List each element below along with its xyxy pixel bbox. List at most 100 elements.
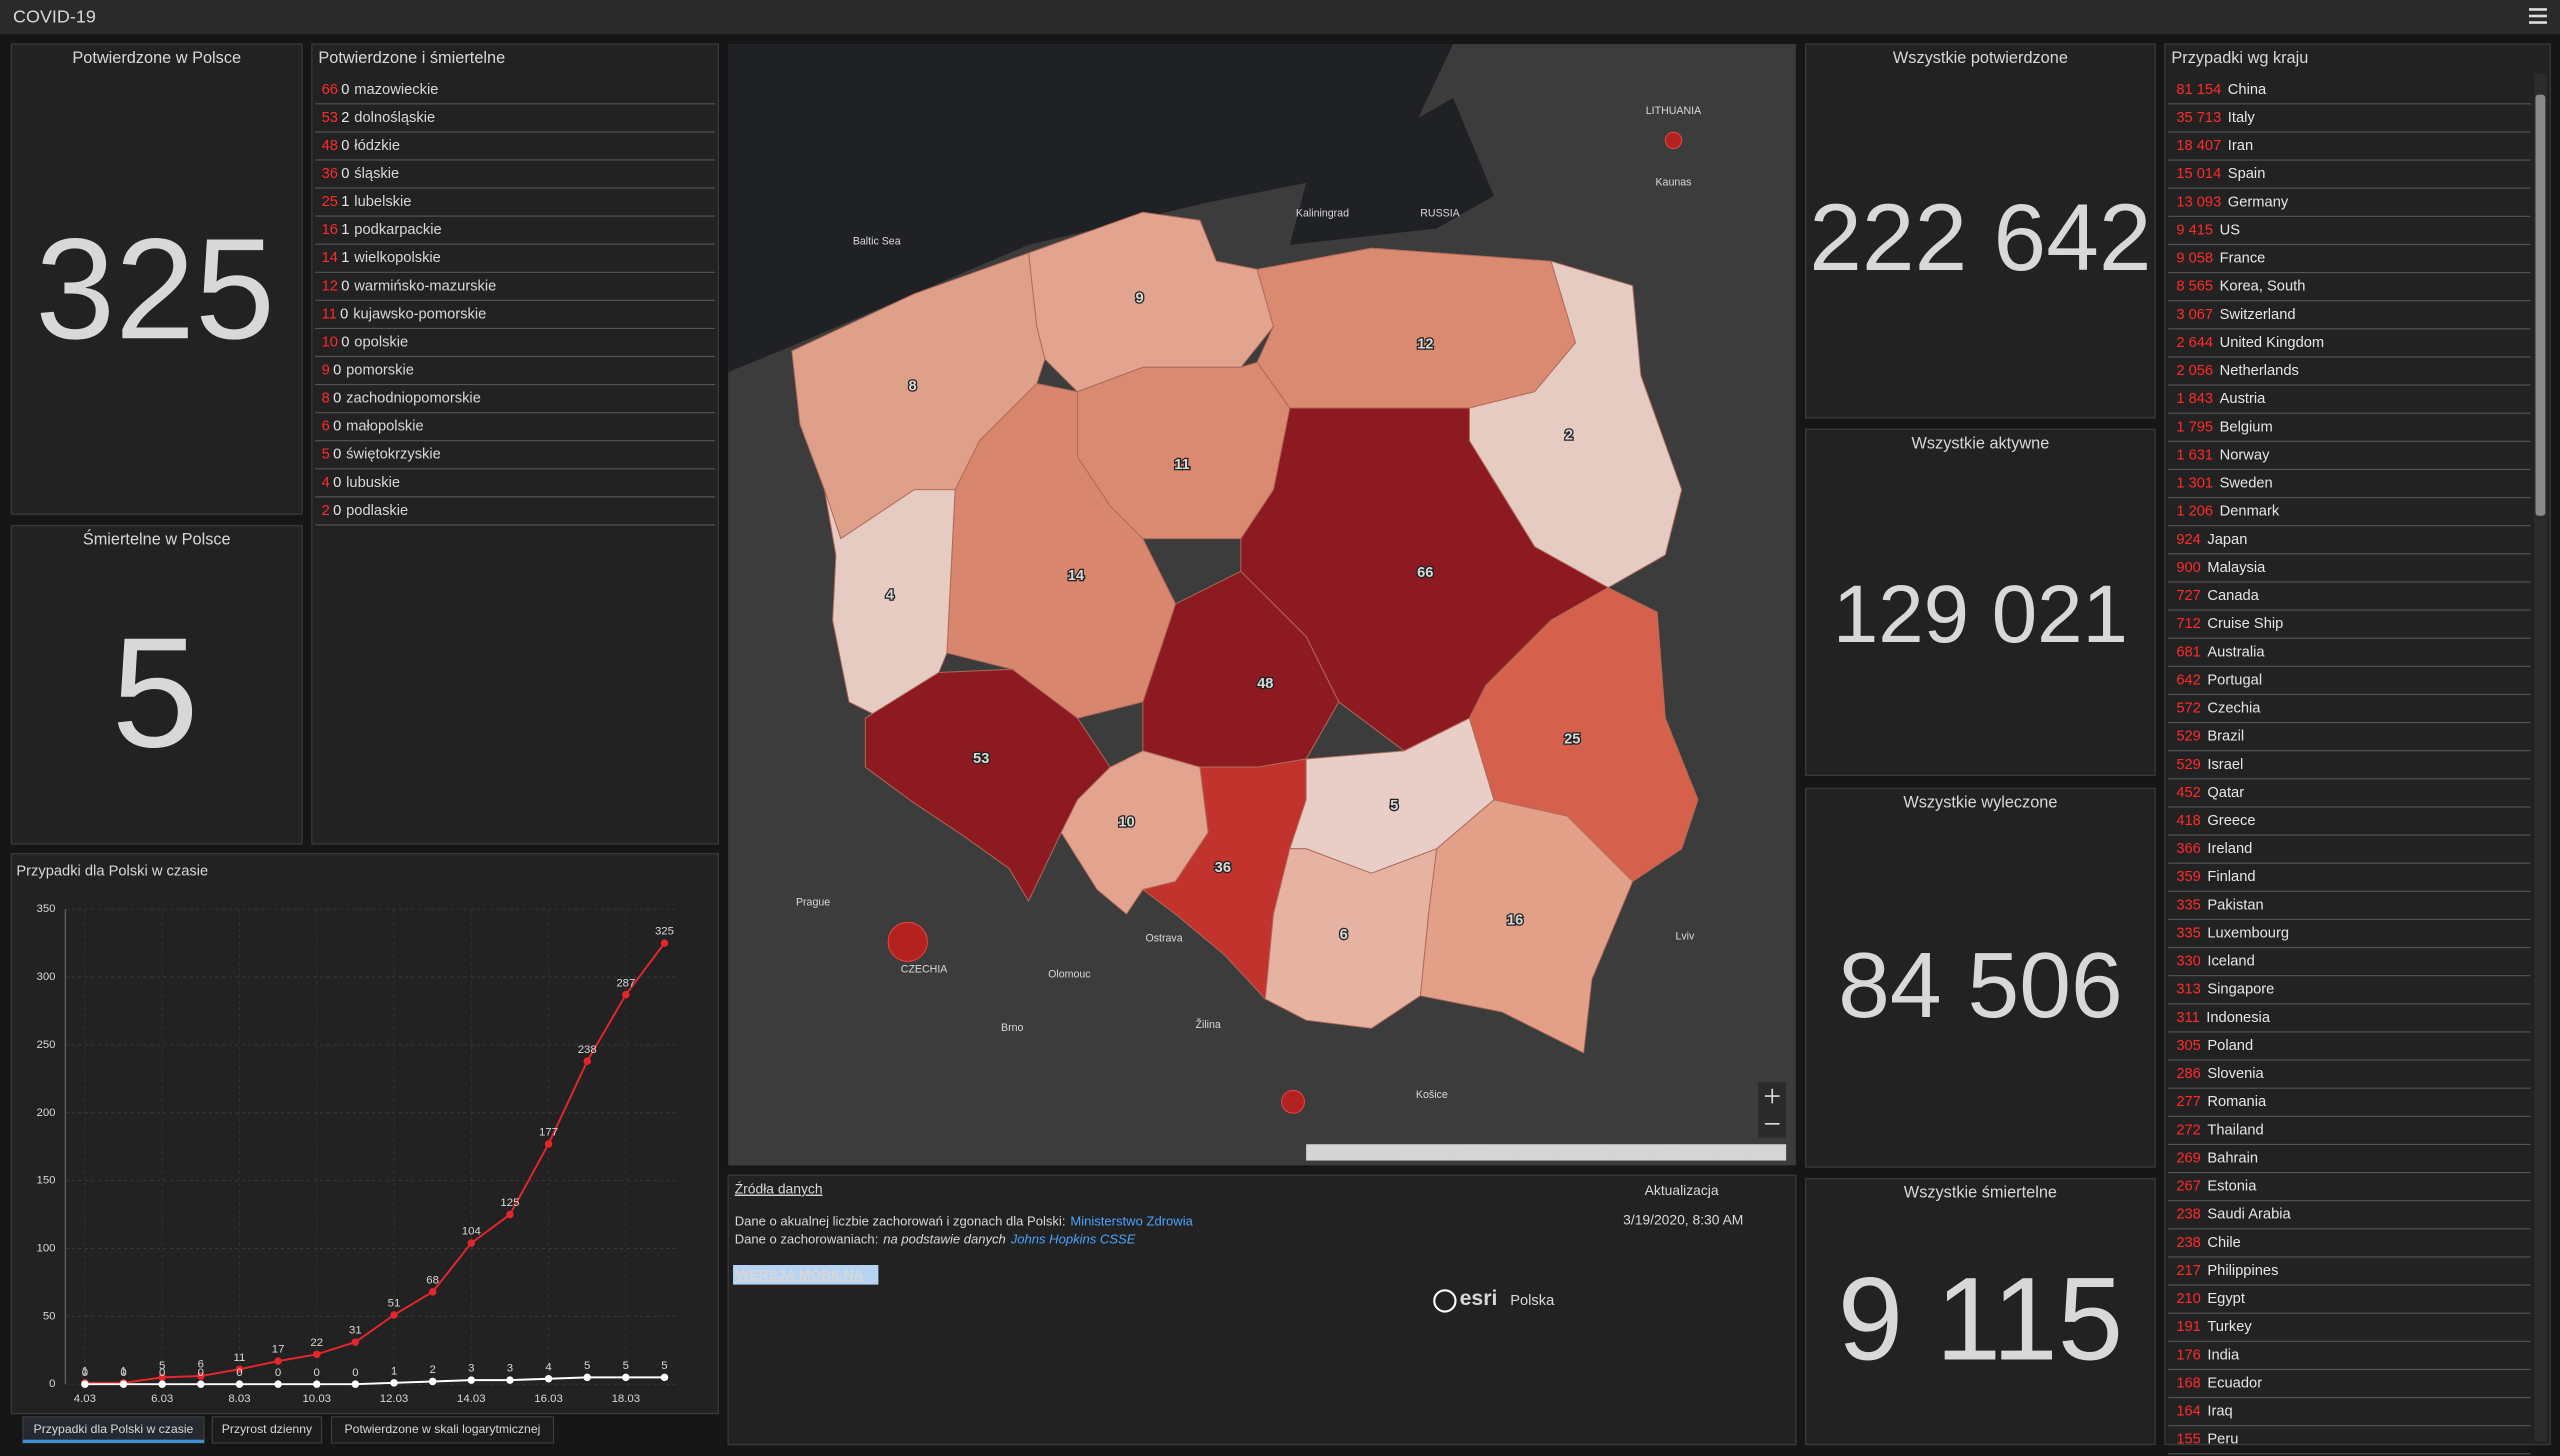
country-count: 313: [2176, 982, 2201, 998]
country-name: Australia: [2207, 644, 2265, 660]
country-name: Korea, South: [2220, 279, 2306, 295]
country-name: Portugal: [2207, 672, 2262, 688]
country-count: 269: [2176, 1150, 2201, 1166]
data-point: [622, 990, 630, 999]
data-label: 68: [426, 1274, 439, 1286]
attribution: Esri, HERE, Garmin, FAO, NOAA, USGS | Es…: [1399, 1148, 1782, 1159]
big-number: 325: [35, 209, 275, 369]
country-count: 9 415: [2176, 222, 2213, 238]
header-bar: [0, 0, 2560, 35]
country-row: 727 Canada: [2176, 588, 2259, 604]
death-count: 1: [341, 250, 349, 266]
x-tick-label: 6.03: [151, 1393, 173, 1405]
menu-button[interactable]: [2528, 8, 2547, 24]
country-row: 900 Malaysia: [2176, 560, 2266, 576]
place-label: RUSSIA: [1420, 208, 1460, 220]
country-row: 81 154 China: [2176, 82, 2267, 98]
country-count: 1 301: [2176, 475, 2213, 491]
country-count: 924: [2176, 532, 2201, 548]
x-tick-label: 18.03: [612, 1393, 641, 1405]
y-tick-label: 50: [43, 1310, 56, 1322]
y-tick-label: 300: [36, 971, 55, 983]
chart-title: Przypadki dla Polski w czasie: [16, 864, 208, 880]
country-row: 330 Iceland: [2176, 954, 2254, 970]
country-name: Germany: [2228, 194, 2289, 210]
country-count: 311: [2176, 1010, 2199, 1026]
place-label: Prague: [796, 896, 830, 908]
data-label: 125: [500, 1197, 519, 1209]
region-name: łódzkie: [354, 138, 400, 154]
country-count: 359: [2176, 869, 2201, 885]
country-name: Slovenia: [2207, 1066, 2264, 1082]
total-value: 222 642: [1809, 185, 2151, 291]
data-point: [274, 1380, 282, 1388]
country-name: Sweden: [2220, 475, 2273, 491]
region-name: lubuskie: [346, 475, 400, 491]
country-count: 238: [2176, 1235, 2201, 1251]
country-name: Estonia: [2207, 1178, 2257, 1194]
tab[interactable]: Przyrost dzienny: [211, 1416, 323, 1444]
tab[interactable]: Przypadki dla Polski w czasie: [22, 1416, 205, 1444]
country-name: Philippines: [2207, 1263, 2278, 1279]
country-row: 1 843 Austria: [2176, 391, 2266, 407]
country-count: 1 843: [2176, 391, 2213, 407]
death-count: 0: [333, 475, 341, 491]
country-count: 330: [2176, 954, 2201, 970]
country-name: Iran: [2228, 138, 2253, 154]
country-name: United Kingdom: [2220, 335, 2325, 351]
country-count: 900: [2176, 560, 2201, 576]
region-name: śląskie: [354, 166, 399, 182]
series-line: [84, 1376, 665, 1386]
data-label: 0: [198, 1367, 204, 1379]
map[interactable]: 9 8 12 2 11 14 4 66 48 53 25 10 36 5 6 16 LITHUANIA Kauna…: [728, 44, 1796, 1166]
country-count: 572: [2176, 700, 2201, 716]
data-label: 5: [623, 1360, 629, 1372]
data-point: [197, 1380, 205, 1388]
country-row: 529 Israel: [2176, 757, 2243, 773]
sources-link[interactable]: Ministerstwo Zdrowia: [1070, 1214, 1193, 1229]
confirmed-count: 14: [322, 250, 338, 266]
data-label: 11: [234, 1352, 246, 1364]
tab-label: Przypadki dla Polski w czasie: [34, 1422, 194, 1436]
data-label: 51: [388, 1298, 401, 1310]
region-name: wielkopolskie: [353, 250, 441, 266]
panel-title: Wszystkie śmiertelne: [1904, 1184, 2057, 1202]
region-label: 5: [1390, 798, 1398, 814]
data-label: 238: [578, 1044, 597, 1056]
country-row: 642 Portugal: [2176, 672, 2262, 688]
region[interactable]: [1256, 247, 1577, 409]
sources-link[interactable]: Johns Hopkins CSSE: [1010, 1232, 1136, 1247]
country-row: 335 Pakistan: [2176, 897, 2263, 913]
tab[interactable]: Potwierdzone w skali logarytmicznej: [330, 1416, 554, 1444]
confirmed-count: 36: [322, 166, 338, 182]
x-tick-label: 16.03: [534, 1393, 563, 1405]
country-count: 164: [2176, 1403, 2201, 1419]
attribution-bg: [1306, 1144, 1787, 1161]
data-point: [312, 1380, 321, 1388]
country-count: 238: [2176, 1207, 2201, 1223]
country-name: Peru: [2207, 1432, 2238, 1448]
country-count: 712: [2176, 616, 2201, 632]
region-label: 12: [1417, 336, 1433, 352]
list-row: 14 1 wielkopolskie: [322, 250, 441, 266]
country-row: 217 Philippines: [2176, 1263, 2278, 1279]
mobile-link[interactable]: WERSJA MOBILNA: [736, 1266, 863, 1282]
region-name: świętokrzyskie: [346, 447, 441, 463]
data-point: [660, 1373, 669, 1382]
country-count: 217: [2176, 1263, 2201, 1279]
confirmed-count: 9: [322, 362, 330, 378]
scrollbar-thumb[interactable]: [2535, 94, 2546, 516]
country-count: 366: [2176, 841, 2201, 857]
region[interactable]: [1264, 848, 1438, 1029]
mobile-highlight: [733, 1265, 879, 1285]
region-label: 6: [1340, 927, 1348, 943]
country-count: 168: [2176, 1375, 2201, 1391]
region[interactable]: [1419, 799, 1634, 1054]
region-name: małopolskie: [346, 419, 424, 435]
data-point: [622, 1373, 630, 1382]
death-count: 0: [340, 306, 348, 322]
data-label: 31: [349, 1325, 362, 1337]
y-tick-label: 200: [36, 1107, 55, 1119]
